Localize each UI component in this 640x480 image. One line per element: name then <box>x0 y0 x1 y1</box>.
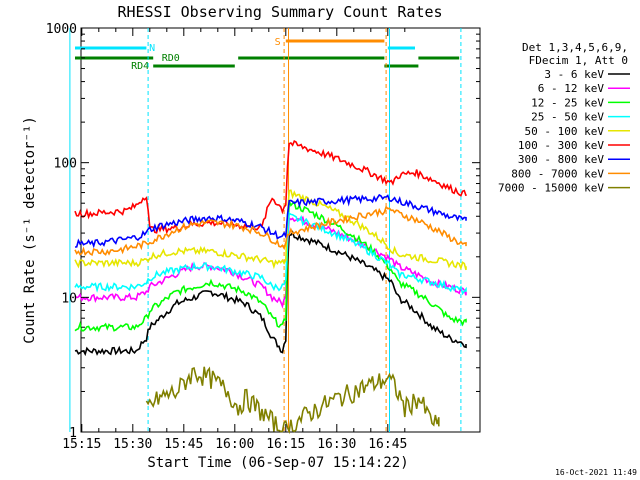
x-tick-label: 15:15 <box>62 437 101 452</box>
axes: 15:15 15:30 15:45 16:00 16:15 16:30 16:45 1 10 10… <box>46 22 480 452</box>
series-line-5 <box>74 139 467 235</box>
x-tick-label: 16:00 <box>215 437 254 452</box>
plot-border <box>80 27 481 433</box>
legend-entry-label: 12 - 25 keV <box>531 96 604 109</box>
x-tick-label: 16:45 <box>368 437 407 452</box>
series-line-4 <box>74 189 467 271</box>
x-axis-label: Start Time (06-Sep-07 15:14:22) <box>147 455 408 471</box>
flag-label-rd0: RD0 <box>162 53 180 64</box>
series-line-1 <box>74 215 467 309</box>
legend-entry-label: 7000 - 15000 keV <box>498 182 604 195</box>
series-line-2 <box>74 200 467 333</box>
x-tick-label: 15:30 <box>113 437 152 452</box>
series-line-8 <box>145 366 440 435</box>
legend-entry-label: 25 - 50 keV <box>531 111 604 124</box>
y-tick-label: 10 <box>61 291 77 306</box>
y-axis-label: Count Rate (s⁻¹ detector⁻¹) <box>22 116 38 344</box>
legend-title: Det 1,3,4,5,6,9, <box>522 41 628 54</box>
y-tick-label: 1 <box>69 426 77 441</box>
series-line-7 <box>74 205 467 257</box>
series-line-3 <box>74 211 467 296</box>
y-tick-label: 100 <box>54 157 77 172</box>
legend-title: FDecim 1, Att 0 <box>529 54 628 67</box>
x-tick-label: 16:15 <box>266 437 305 452</box>
x-tick-label: 15:45 <box>164 437 203 452</box>
flag-label-s: S <box>275 37 281 48</box>
legend-entry-label: 3 - 6 keV <box>544 68 604 81</box>
data-series <box>74 139 467 435</box>
series-line-6 <box>74 193 467 249</box>
legend-entry-label: 800 - 7000 keV <box>511 167 604 180</box>
legend-entry-label: 300 - 800 keV <box>518 153 604 166</box>
flag-bars: N S RD0 RD4 <box>69 28 462 432</box>
legend-entry-label: 100 - 300 keV <box>518 139 604 152</box>
series-line-0 <box>74 230 467 357</box>
legend-entry-label: 50 - 100 keV <box>525 125 605 138</box>
chart-title: RHESSI Observing Summary Count Rates <box>117 3 442 21</box>
x-tick-label: 16:30 <box>317 437 356 452</box>
flag-label-n: N <box>149 43 155 54</box>
plot-frame <box>80 27 481 433</box>
legend: Det 1,3,4,5,6,9,FDecim 1, Att 03 - 6 keV… <box>498 41 630 195</box>
y-tick-label: 1000 <box>46 22 77 37</box>
footer-timestamp: 16-Oct-2021 11:49 <box>555 468 637 477</box>
legend-entry-label: 6 - 12 keV <box>538 82 605 95</box>
flag-label-rd4: RD4 <box>131 61 149 72</box>
